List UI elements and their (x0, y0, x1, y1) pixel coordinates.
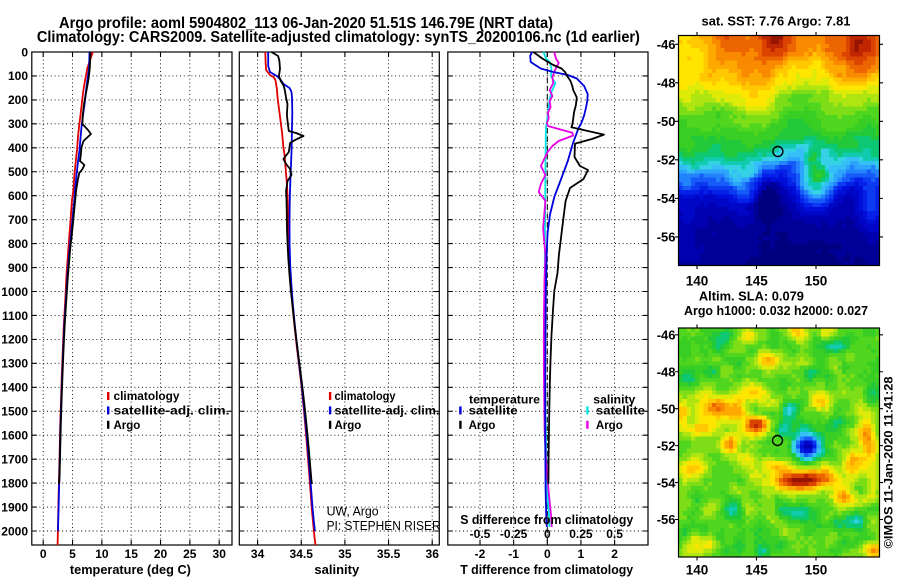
svg-text:1300: 1300 (1, 357, 28, 371)
svg-text:Argo: Argo (114, 420, 141, 432)
svg-text:1800: 1800 (1, 476, 28, 490)
svg-text:satellite: satellite (469, 405, 518, 417)
svg-text:800: 800 (8, 237, 28, 251)
svg-text:temperature: temperature (469, 395, 540, 407)
svg-text:Argo: Argo (335, 420, 362, 432)
svg-text:-46: -46 (657, 328, 676, 343)
svg-text:145: 145 (745, 563, 768, 578)
svg-text:30: 30 (213, 547, 227, 561)
svg-text:20: 20 (154, 547, 168, 561)
svg-text:©IMOS 11-Jan-2020 11:41:28: ©IMOS 11-Jan-2020 11:41:28 (882, 376, 896, 548)
svg-text:140: 140 (686, 563, 709, 578)
svg-text:-56: -56 (657, 230, 676, 245)
svg-text:900: 900 (8, 261, 28, 275)
svg-text:satellite-adj. clim.: satellite-adj. clim. (114, 405, 230, 417)
svg-text:400: 400 (8, 141, 28, 155)
svg-text:-46: -46 (657, 37, 676, 52)
svg-text:1700: 1700 (1, 452, 28, 466)
svg-text:34: 34 (251, 547, 265, 561)
svg-text:1: 1 (578, 547, 585, 561)
svg-text:salinity: salinity (593, 395, 636, 407)
svg-text:T difference from climatology: T difference from climatology (460, 562, 634, 577)
svg-text:0.5: 0.5 (606, 527, 623, 541)
svg-text:145: 145 (745, 274, 768, 289)
svg-text:-1: -1 (508, 547, 519, 561)
svg-text:1900: 1900 (1, 500, 28, 514)
svg-text:-0.25: -0.25 (500, 527, 528, 541)
svg-text:150: 150 (805, 563, 828, 578)
svg-text:600: 600 (8, 189, 28, 203)
svg-text:200: 200 (8, 93, 28, 107)
svg-text:S difference from climatology: S difference from climatology (460, 513, 633, 527)
svg-text:-50: -50 (657, 114, 676, 129)
svg-text:140: 140 (686, 274, 709, 289)
svg-text:-54: -54 (657, 475, 677, 490)
svg-text:1400: 1400 (1, 381, 28, 395)
svg-text:-52: -52 (657, 438, 676, 453)
svg-text:-54: -54 (657, 191, 677, 206)
svg-text:-50: -50 (657, 401, 676, 416)
svg-text:salinity: salinity (314, 562, 360, 577)
svg-text:PI: STEPHEN RISER: PI: STEPHEN RISER (327, 519, 441, 533)
svg-text:sat. SST: 7.76 Argo: 7.81: sat. SST: 7.76 Argo: 7.81 (702, 14, 851, 29)
svg-text:-0.5: -0.5 (470, 527, 491, 541)
svg-text:climatology: climatology (335, 391, 397, 403)
svg-text:1100: 1100 (2, 309, 28, 323)
svg-text:1600: 1600 (1, 429, 28, 443)
svg-text:satellite-adj. clim.: satellite-adj. clim. (335, 405, 440, 417)
svg-text:10: 10 (95, 547, 109, 561)
svg-text:35: 35 (338, 547, 352, 561)
svg-text:500: 500 (8, 165, 28, 179)
svg-text:0: 0 (21, 45, 28, 59)
svg-text:climatology: climatology (114, 391, 181, 403)
svg-text:satellite: satellite (596, 405, 645, 417)
svg-text:Argo profile: aoml 5904802_113: Argo profile: aoml 5904802_113 06-Jan-20… (59, 15, 553, 32)
svg-text:-48: -48 (657, 364, 676, 379)
svg-text:0: 0 (40, 547, 47, 561)
svg-text:2: 2 (611, 547, 618, 561)
svg-text:15: 15 (125, 547, 139, 561)
svg-text:Climatology: CARS2009. Satelli: Climatology: CARS2009. Satellite-adjuste… (37, 29, 640, 46)
svg-text:300: 300 (8, 117, 28, 131)
svg-text:1200: 1200 (1, 333, 28, 347)
svg-text:100: 100 (8, 69, 28, 83)
svg-text:34.5: 34.5 (290, 547, 314, 561)
svg-text:-48: -48 (657, 76, 676, 91)
svg-text:25: 25 (183, 547, 197, 561)
svg-text:-56: -56 (657, 512, 676, 527)
svg-text:0: 0 (544, 547, 551, 561)
svg-text:36: 36 (426, 547, 440, 561)
svg-text:1000: 1000 (1, 285, 28, 299)
svg-text:700: 700 (8, 213, 28, 227)
svg-text:Altim. SLA: 0.079: Altim. SLA: 0.079 (699, 289, 804, 304)
svg-text:Argo: Argo (596, 420, 623, 432)
svg-text:-52: -52 (657, 153, 676, 168)
svg-text:UW, Argo: UW, Argo (327, 505, 379, 519)
svg-text:5: 5 (69, 547, 76, 561)
svg-text:0: 0 (544, 527, 551, 541)
svg-text:35.5: 35.5 (377, 547, 401, 561)
svg-text:1500: 1500 (1, 405, 28, 419)
svg-text:0.25: 0.25 (569, 527, 593, 541)
svg-text:150: 150 (805, 274, 828, 289)
svg-text:Argo: Argo (469, 420, 496, 432)
svg-text:2000: 2000 (1, 524, 28, 538)
svg-text:-2: -2 (475, 547, 486, 561)
svg-text:Argo h1000: 0.032 h2000: 0.027: Argo h1000: 0.032 h2000: 0.027 (684, 303, 868, 318)
svg-text:temperature (deg C): temperature (deg C) (70, 562, 191, 577)
